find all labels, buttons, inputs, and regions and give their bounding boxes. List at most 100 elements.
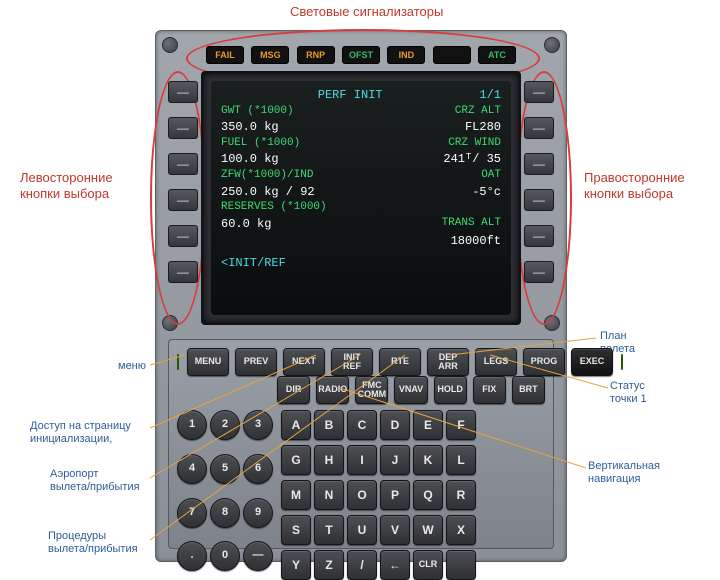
screen-title: PERF INIT xyxy=(318,87,383,104)
key-R[interactable]: R xyxy=(446,480,476,510)
ann-vnav: Вертикальная навигация xyxy=(588,460,660,486)
key-4[interactable]: 4 xyxy=(177,454,207,484)
key-legs[interactable]: LEGS xyxy=(475,348,517,376)
key-brt[interactable]: BRT xyxy=(512,376,545,404)
key-init-ref[interactable]: INIT REF xyxy=(331,348,373,376)
val: 241ᵀ/ 35 xyxy=(443,151,501,168)
key-vnav[interactable]: VNAV xyxy=(394,376,427,404)
key-K[interactable]: K xyxy=(413,445,443,475)
key-2[interactable]: 2 xyxy=(210,410,240,440)
ann-right-lsk: Правосторонние кнопки выбора xyxy=(584,170,685,201)
lsk-left-col xyxy=(168,81,198,283)
key-Q[interactable]: Q xyxy=(413,480,443,510)
val: 100.0 kg xyxy=(221,151,279,168)
key-P[interactable]: P xyxy=(380,480,410,510)
key-radio[interactable]: RADIO xyxy=(316,376,349,404)
key-X[interactable]: X xyxy=(446,515,476,545)
key-prev[interactable]: PREV xyxy=(235,348,277,376)
val: 18000ft xyxy=(451,233,501,250)
alphapad: A B C D E F G H I J K L M N O P Q R S T xyxy=(281,410,474,580)
lbl: FUEL (*1000) xyxy=(221,136,300,151)
key-B[interactable]: B xyxy=(314,410,344,440)
screw xyxy=(162,37,178,53)
key-prog[interactable]: PROG xyxy=(523,348,565,376)
key-D[interactable]: D xyxy=(380,410,410,440)
led-left xyxy=(177,354,179,370)
key-F[interactable]: F xyxy=(446,410,476,440)
key-dep-arr[interactable]: DEP ARR xyxy=(427,348,469,376)
key-fix[interactable]: FIX xyxy=(473,376,506,404)
annun-atc: ATC xyxy=(478,46,516,64)
key-slash[interactable]: / xyxy=(347,550,377,580)
key-menu[interactable]: MENU xyxy=(187,348,229,376)
lsk-4R[interactable] xyxy=(524,189,554,211)
key-A[interactable]: A xyxy=(281,410,311,440)
annun-ofst: OFST xyxy=(342,46,380,64)
key-T[interactable]: T xyxy=(314,515,344,545)
lsk-3L[interactable] xyxy=(168,153,198,175)
key-N[interactable]: N xyxy=(314,480,344,510)
key-G[interactable]: G xyxy=(281,445,311,475)
key-V[interactable]: V xyxy=(380,515,410,545)
key-E[interactable]: E xyxy=(413,410,443,440)
val: 250.0 kg / 92 xyxy=(221,184,315,201)
key-C[interactable]: C xyxy=(347,410,377,440)
ann-init: Доступ на страницу инициализации, xyxy=(30,420,131,446)
key-hold[interactable]: HOLD xyxy=(434,376,467,404)
annun-blank xyxy=(433,46,471,64)
key-7[interactable]: 7 xyxy=(177,498,207,528)
ann-status: Статус точки 1 xyxy=(610,380,647,406)
key-S[interactable]: S xyxy=(281,515,311,545)
crt-screen: PERF INIT 1/1 GWT (*1000)CRZ ALT 350.0 k… xyxy=(211,81,511,315)
key-M[interactable]: M xyxy=(281,480,311,510)
screen-page: 1/1 xyxy=(479,87,501,104)
key-clr[interactable]: CLR xyxy=(413,550,443,580)
lsk-6L[interactable] xyxy=(168,261,198,283)
annun-msg: MSG xyxy=(251,46,289,64)
screen-frame: PERF INIT 1/1 GWT (*1000)CRZ ALT 350.0 k… xyxy=(201,71,521,325)
lsk-1L[interactable] xyxy=(168,81,198,103)
key-O[interactable]: O xyxy=(347,480,377,510)
key-J[interactable]: J xyxy=(380,445,410,475)
key-dir[interactable]: DIR xyxy=(277,376,310,404)
lsk-1R[interactable] xyxy=(524,81,554,103)
key-dot[interactable]: . xyxy=(177,541,207,571)
key-3[interactable]: 3 xyxy=(243,410,273,440)
lsk-5R[interactable] xyxy=(524,225,554,247)
key-rte[interactable]: RTE xyxy=(379,348,421,376)
screw xyxy=(544,315,560,331)
key-fmc-comm[interactable]: FMC COMM xyxy=(355,376,388,404)
key-sp[interactable] xyxy=(446,550,476,580)
key-6[interactable]: 6 xyxy=(243,454,273,484)
key-back[interactable]: ← xyxy=(380,550,410,580)
key-exec[interactable]: EXEC xyxy=(571,348,613,376)
lsk-4L[interactable] xyxy=(168,189,198,211)
key-H[interactable]: H xyxy=(314,445,344,475)
lsk-5L[interactable] xyxy=(168,225,198,247)
key-1[interactable]: 1 xyxy=(177,410,207,440)
lsk-2L[interactable] xyxy=(168,117,198,139)
key-Z[interactable]: Z xyxy=(314,550,344,580)
key-L[interactable]: L xyxy=(446,445,476,475)
screen-footer: <INIT/REF xyxy=(221,255,286,272)
val: 350.0 kg xyxy=(221,119,279,136)
val: FL280 xyxy=(465,119,501,136)
ann-top: Световые сигнализаторы xyxy=(290,4,443,20)
key-9[interactable]: 9 xyxy=(243,498,273,528)
lsk-6R[interactable] xyxy=(524,261,554,283)
lsk-2R[interactable] xyxy=(524,117,554,139)
lsk-3R[interactable] xyxy=(524,153,554,175)
key-5[interactable]: 5 xyxy=(210,454,240,484)
key-0[interactable]: 0 xyxy=(210,541,240,571)
key-W[interactable]: W xyxy=(413,515,443,545)
screw xyxy=(544,37,560,53)
keyboard: MENU PREV NEXT INIT REF RTE DEP ARR LEGS… xyxy=(168,339,554,549)
lbl: CRZ ALT xyxy=(455,104,501,119)
key-Y[interactable]: Y xyxy=(281,550,311,580)
key-I[interactable]: I xyxy=(347,445,377,475)
ann-dep-proc: Процедуры вылета/прибытия xyxy=(48,530,138,556)
key-next[interactable]: NEXT xyxy=(283,348,325,376)
key-pm[interactable]: — xyxy=(243,541,273,571)
key-U[interactable]: U xyxy=(347,515,377,545)
key-8[interactable]: 8 xyxy=(210,498,240,528)
